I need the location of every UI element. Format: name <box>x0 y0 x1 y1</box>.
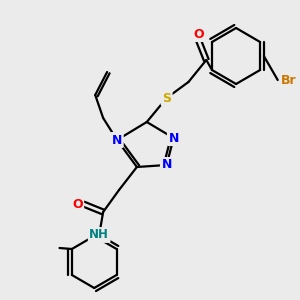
Text: N: N <box>112 134 122 146</box>
Text: N: N <box>161 158 172 172</box>
Text: O: O <box>193 28 204 40</box>
Text: S: S <box>162 92 171 104</box>
Text: NH: NH <box>89 229 109 242</box>
Text: N: N <box>168 131 179 145</box>
Text: O: O <box>72 197 83 211</box>
Text: Br: Br <box>281 74 296 86</box>
